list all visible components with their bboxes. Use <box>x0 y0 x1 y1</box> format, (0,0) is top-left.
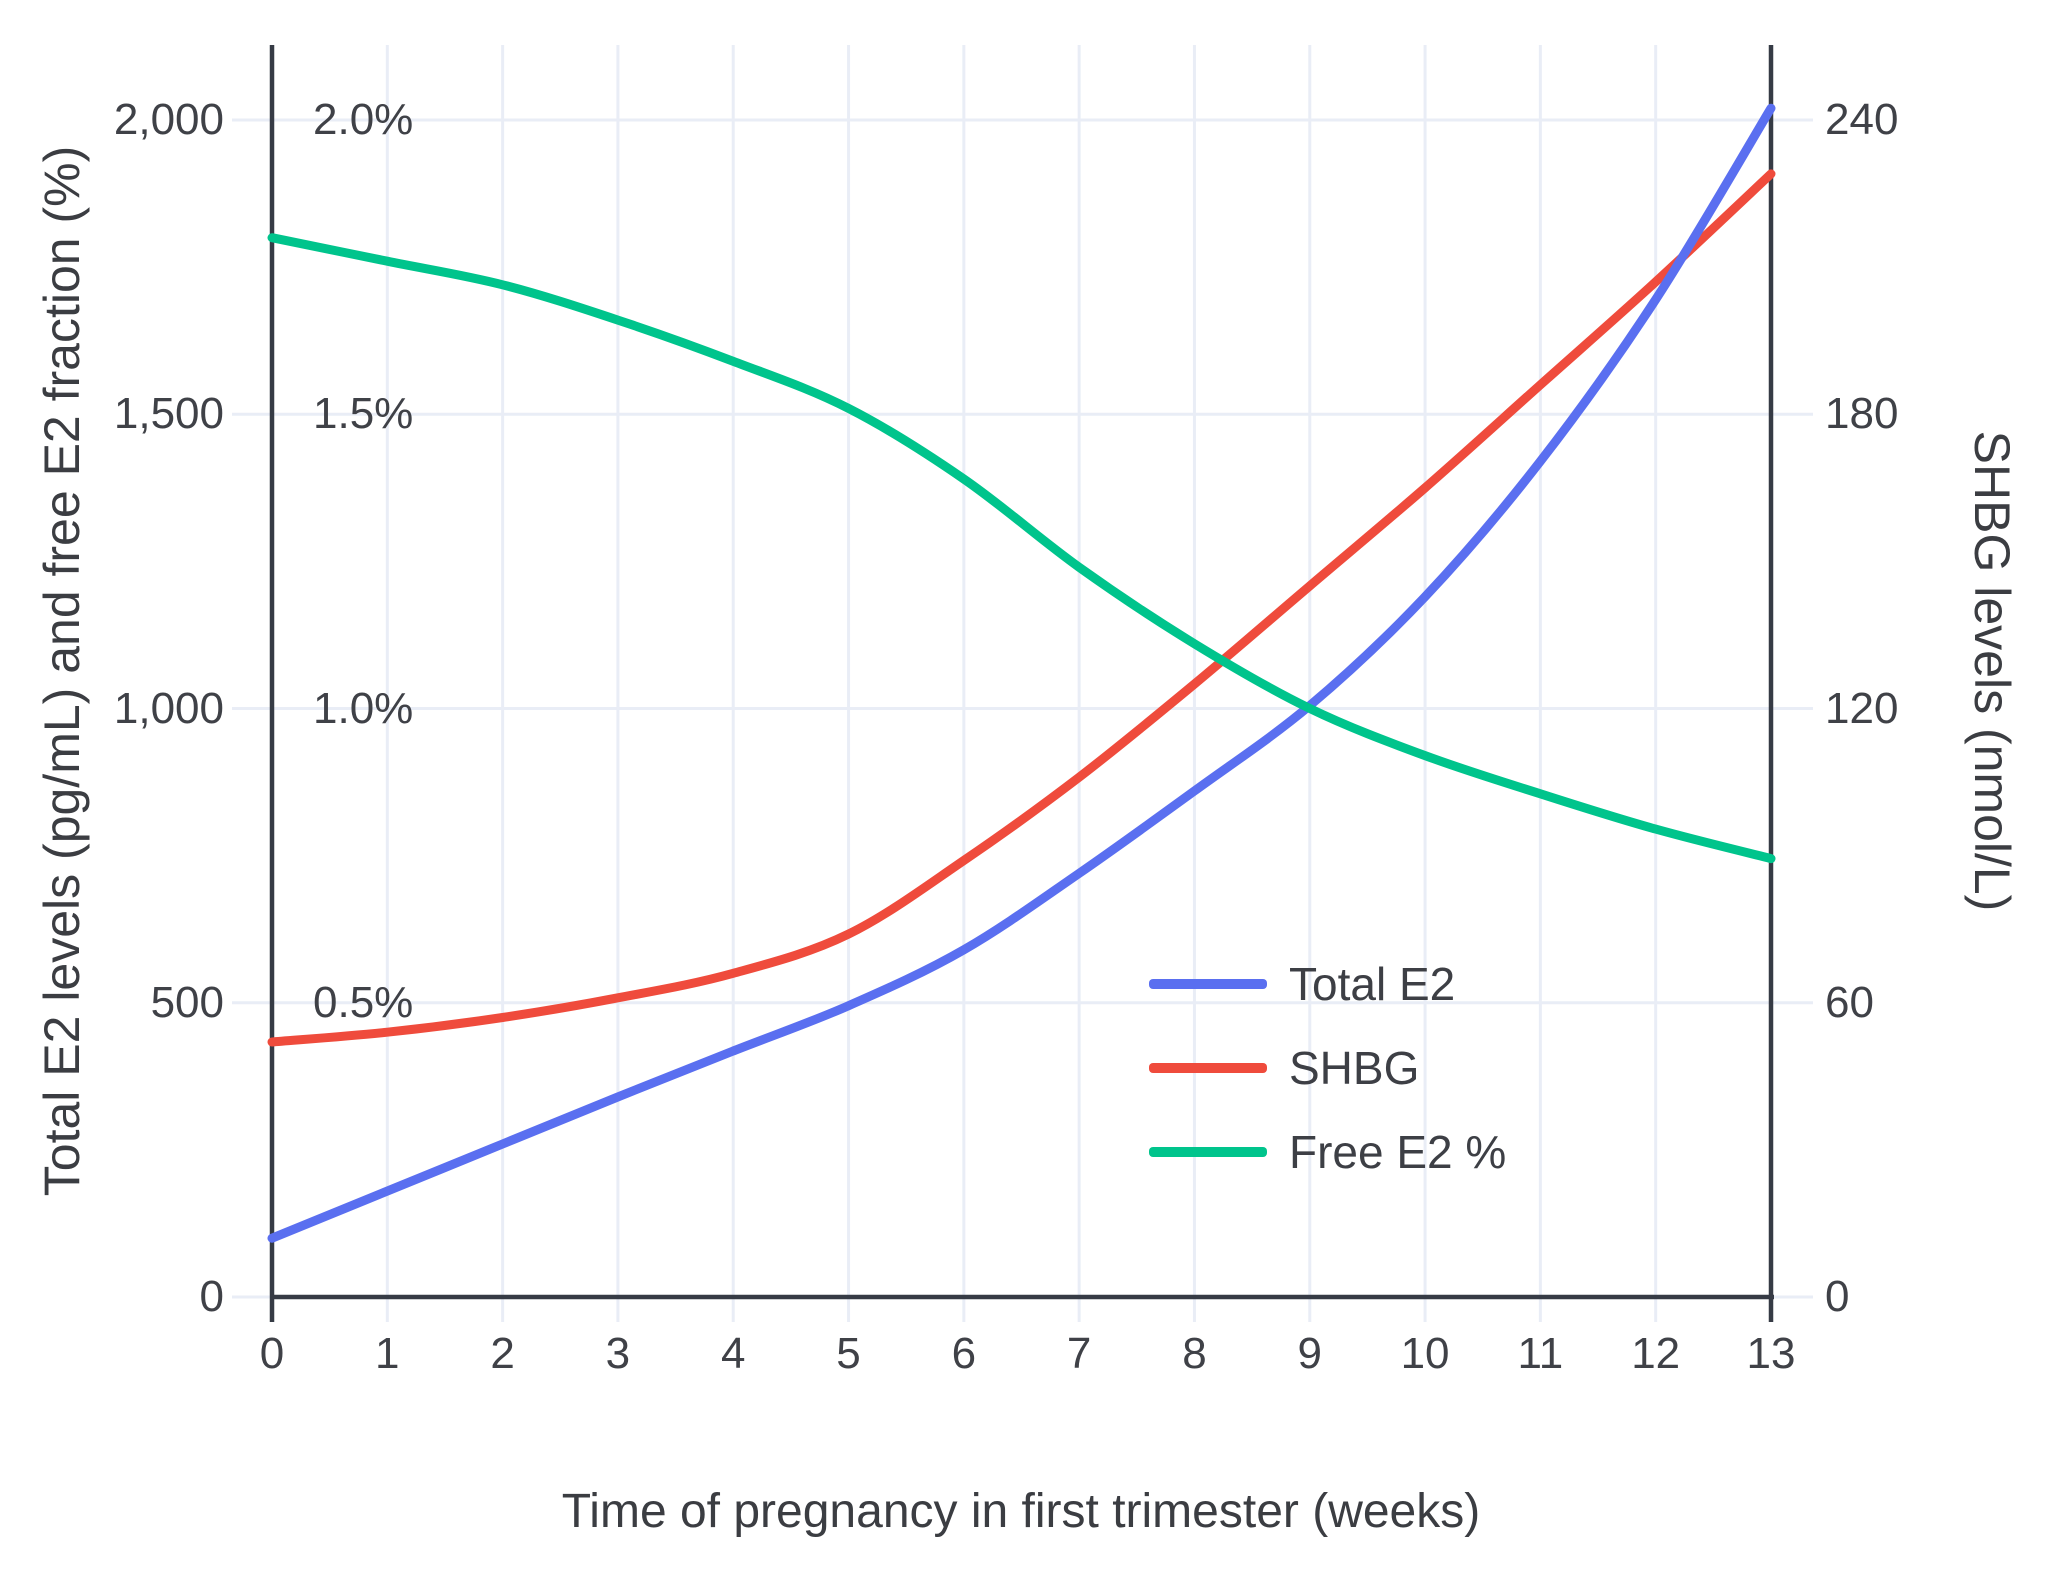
y-right-tick-label: 180 <box>1825 389 1899 439</box>
x-tick-label: 10 <box>1400 1329 1450 1378</box>
y-right-tick-label: 240 <box>1825 94 1899 144</box>
x-tick-label: 8 <box>1182 1329 1207 1378</box>
pct-tick-label: 0.5% <box>313 977 414 1027</box>
legend-swatch-free-e2-pct <box>1149 1147 1267 1157</box>
y-left-tick-label: 1,500 <box>113 389 224 439</box>
x-tick-label: 6 <box>951 1329 977 1378</box>
y-left-tick-label: 1,000 <box>113 683 224 733</box>
legend-label-free-e2-pct: Free E2 % <box>1289 1126 1507 1178</box>
pct-tick-label: 2.0% <box>313 94 414 144</box>
x-tick-label: 13 <box>1746 1329 1796 1378</box>
x-tick-label: 12 <box>1631 1329 1681 1378</box>
x-tick-label: 5 <box>836 1329 861 1378</box>
x-tick-label: 2 <box>490 1329 515 1378</box>
x-tick-label: 4 <box>720 1329 746 1378</box>
x-tick-label: 3 <box>605 1329 631 1378</box>
y-left-tick-label: 500 <box>150 977 224 1027</box>
line-free-e2- <box>267 233 1776 864</box>
x-tick-label: 0 <box>259 1329 285 1378</box>
legend-item-total-e2: Total E2 <box>1149 942 1506 1026</box>
legend-swatch-shbg <box>1149 1063 1267 1073</box>
line-total-e2 <box>267 103 1776 1243</box>
line-shbg <box>267 169 1776 1047</box>
legend-item-free-e2-pct: Free E2 % <box>1149 1110 1506 1194</box>
y-right-tick-label: 0 <box>1825 1271 1850 1321</box>
y-left-tick-label: 2,000 <box>113 94 224 144</box>
pct-tick-label: 1.0% <box>313 683 414 733</box>
left-axis-title: Total E2 levels (pg/mL) and free E2 frac… <box>34 145 90 1197</box>
x-axis-title: Time of pregnancy in first trimester (we… <box>561 1485 1481 1538</box>
pct-tick-label: 1.5% <box>313 389 414 439</box>
x-tick-label: 1 <box>375 1329 400 1378</box>
legend-label-total-e2: Total E2 <box>1289 958 1456 1010</box>
right-axis-title: SHBG levels (nmol/L) <box>1964 430 2020 912</box>
legend-label-shbg: SHBG <box>1289 1042 1420 1094</box>
legend-item-shbg: SHBG <box>1149 1026 1506 1110</box>
x-tick-label: 7 <box>1066 1329 1092 1378</box>
y-right-tick-label: 120 <box>1825 683 1899 733</box>
x-tick-label: 11 <box>1517 1329 1564 1378</box>
y-left-tick-label: 0 <box>199 1271 224 1321</box>
legend-swatch-total-e2 <box>1149 979 1267 989</box>
x-tick-label: 9 <box>1297 1329 1323 1378</box>
y-right-tick-label: 60 <box>1825 977 1874 1027</box>
legend: Total E2 SHBG Free E2 % <box>1149 942 1506 1194</box>
